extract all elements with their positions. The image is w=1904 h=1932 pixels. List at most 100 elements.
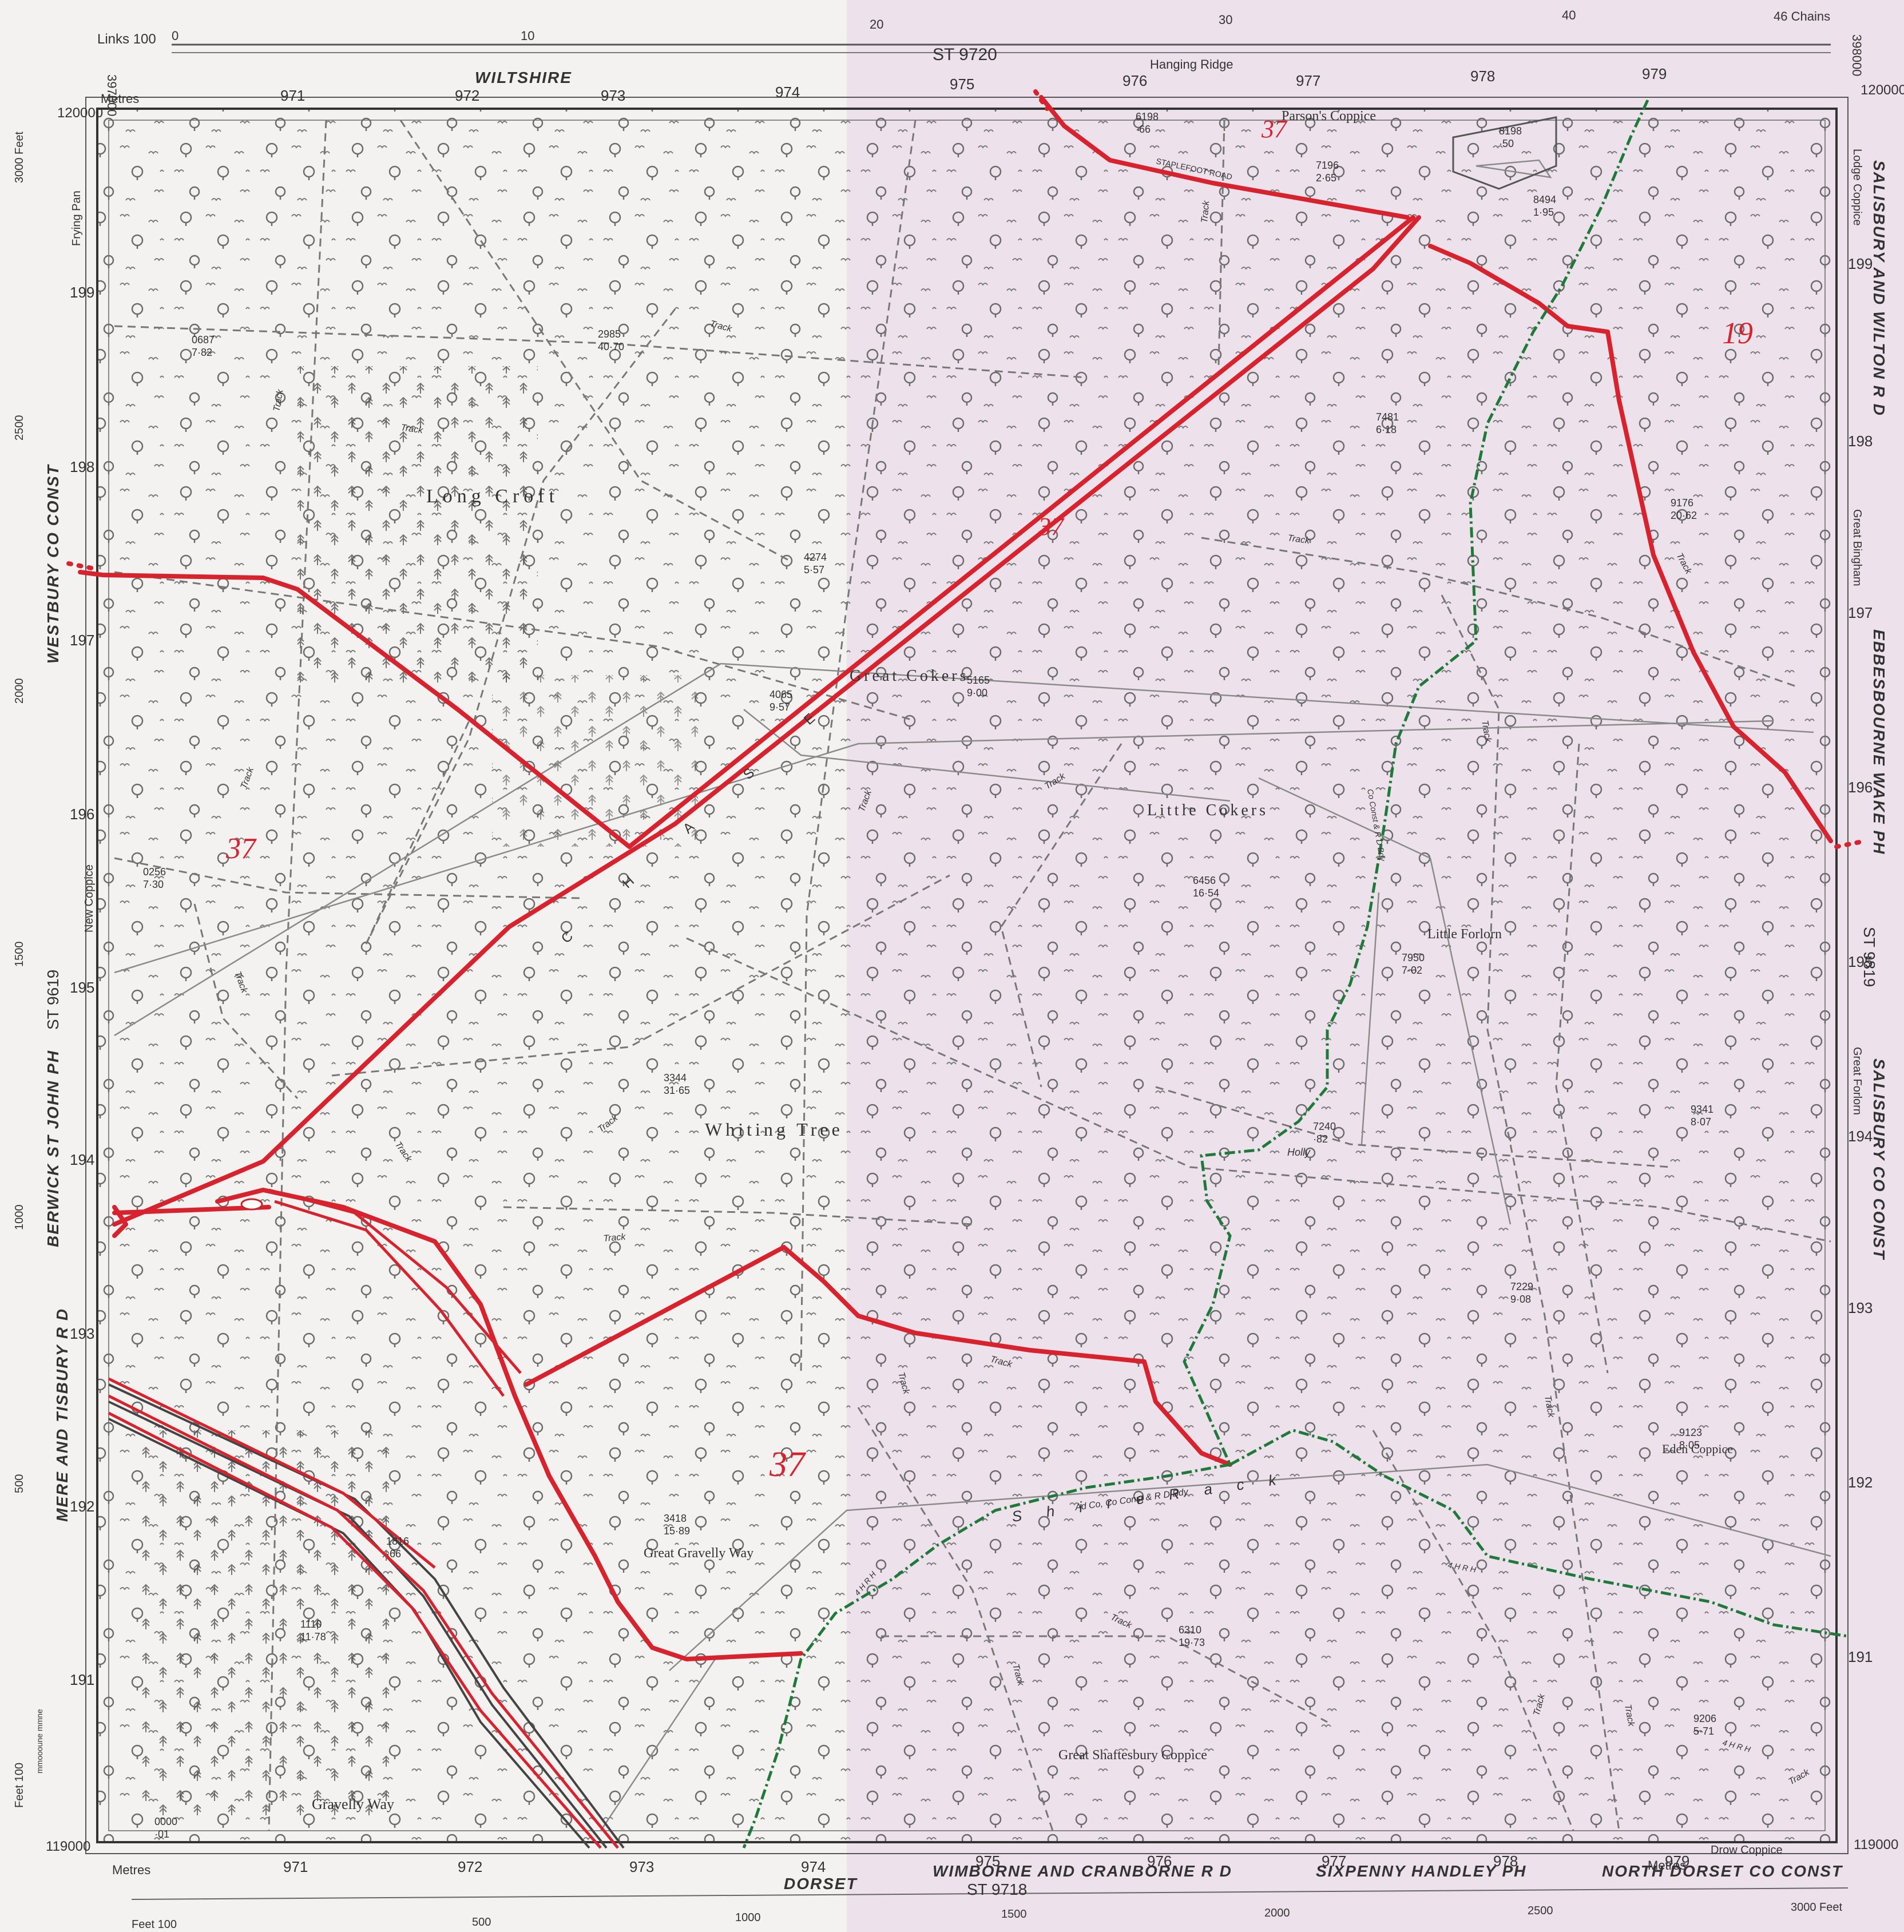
red-boundary-lines: [78, 95, 1833, 1661]
drow-coppice-label: Drow Coppice: [1711, 1844, 1783, 1856]
green-boundary-lines: [742, 99, 1849, 1848]
corner-ne: 120000: [1861, 82, 1904, 98]
northing-197-left: 197: [70, 632, 94, 649]
chain-tick-30: 30: [1219, 13, 1232, 27]
parcel-area: 9·00: [967, 687, 987, 699]
parcel-number: 7229: [1510, 1281, 1533, 1292]
parcel-number: 9176: [1671, 497, 1693, 509]
easting-974-bottom: 974: [801, 1858, 826, 1875]
parcel-area: ·66: [1136, 124, 1151, 135]
salisbury-wilton-label: SALISBURY AND WILTON R D: [1870, 160, 1888, 416]
parcel-number: 3418: [664, 1513, 687, 1524]
feet-bottom-2000: 2000: [1264, 1907, 1290, 1919]
gravelly-way-label: Gravelly Way: [312, 1796, 394, 1812]
parcel-number: 1816: [386, 1536, 409, 1547]
parcel-area: 19·73: [1179, 1637, 1205, 1648]
margin-note-label: mmoooune mmne: [35, 1709, 44, 1774]
parsons-coppice-label: Parson's Coppice: [1282, 109, 1376, 124]
chain-tick-40: 40: [1562, 8, 1576, 22]
parcel-number: 4065: [769, 689, 792, 700]
easting-972-top: 972: [455, 87, 479, 104]
track-label: Track: [1542, 1395, 1556, 1419]
northing-195-left: 195: [70, 979, 94, 996]
parcel-number: 8494: [1533, 194, 1556, 205]
parcel-area: 7·30: [143, 879, 164, 890]
parcel-area: 1·95: [1533, 207, 1554, 218]
parcel-area: 31·65: [664, 1085, 690, 1096]
top-right-coord: 398000: [1850, 34, 1864, 76]
metres-label-bottom: Metres: [112, 1863, 150, 1877]
parcel-number: 7481: [1376, 411, 1399, 423]
tracks-solid: [114, 159, 1831, 1831]
hanging-ridge-label: Hanging Ridge: [1150, 57, 1233, 72]
feet-left-2000: 2000: [13, 679, 26, 704]
parcel-area: 5·71: [1693, 1725, 1714, 1737]
parcel-number: 0256: [143, 866, 166, 878]
parcel-number: 0000: [154, 1816, 177, 1827]
salisbury-co-const-label: SALISBURY CO CONST: [1870, 1058, 1888, 1260]
parcel-area: ·01: [154, 1828, 169, 1840]
northing-194-right: 194: [1848, 1128, 1873, 1145]
handwritten-37-bottom: 37: [769, 1445, 807, 1484]
easting-979-top: 979: [1642, 65, 1667, 82]
feet-left-2500: 2500: [13, 415, 26, 441]
northings-right: 199 198 197 196 195 194 193 192 191: [1848, 255, 1873, 1665]
berwick-st-john-label: BERWICK ST JOHN PH: [44, 1050, 62, 1247]
parcel-area: 6·18: [1376, 424, 1397, 435]
long-croft-label: Long Croft: [426, 486, 559, 507]
parcel-area: 16·54: [1193, 887, 1219, 899]
track-label: Track: [1623, 1704, 1636, 1728]
feet-bottom-1000: 1000: [735, 1911, 761, 1924]
feet-scale-left: 3000 Feet 2500 2000 1500 1000 500 Feet 1…: [13, 131, 26, 1808]
northing-198-right: 198: [1848, 433, 1873, 450]
northing-193-left: 193: [70, 1325, 94, 1342]
parcel-area: 40·70: [598, 341, 624, 352]
track-label: Track: [272, 388, 285, 412]
metres-label-bottom-right: Metres: [1648, 1858, 1686, 1873]
great-forlorn-label: Great Forlorn: [1851, 1047, 1863, 1115]
parcel-number: 4274: [804, 552, 827, 563]
feet-scale-bottom: Feet 100 500 1000 1500 2000 2500 3000 Fe…: [132, 1901, 1843, 1931]
chain-tick-10: 10: [521, 29, 534, 43]
corner-sw: 119000: [46, 1839, 90, 1854]
dorset-label: DORSET: [784, 1875, 858, 1893]
wimborne-cranborne-label: WIMBORNE AND CRANBORNE R D: [933, 1862, 1232, 1880]
easting-975-top: 975: [950, 76, 974, 93]
parcel-number: 3344: [664, 1072, 687, 1084]
northing-192-right: 192: [1848, 1474, 1873, 1491]
red-boundary-lines-thin: [108, 1188, 619, 1849]
corner-se: 119000: [1854, 1837, 1898, 1852]
parcel-area: ·66: [386, 1548, 401, 1560]
parcel-area: 5·57: [804, 564, 824, 576]
easting-975-bottom: 975: [975, 1852, 1000, 1870]
parcel-number: 9341: [1691, 1104, 1713, 1115]
red-dotted-ends: [66, 89, 1867, 849]
northing-194-left: 194: [70, 1151, 94, 1168]
easting-976-top: 976: [1122, 72, 1147, 89]
northings-left: 199 198 197 196 195 194 193 192 191: [70, 284, 94, 1688]
parcel-number: 7196: [1316, 160, 1339, 171]
parcel-number: 2985: [598, 328, 621, 340]
easting-974-top: 974: [775, 84, 800, 101]
parcel-number: 5165: [967, 675, 990, 686]
northing-192-left: 192: [70, 1498, 94, 1515]
ebbesbourne-wake-label: EBBESBOURNE WAKE PH: [1870, 629, 1888, 855]
northing-195-right: 195: [1848, 953, 1873, 970]
handwritten-annotations: 37 19 37 37 37: [225, 115, 1753, 1484]
parcel-area: 9·08: [1510, 1294, 1531, 1305]
scale-links-label: Links 100: [97, 31, 156, 47]
little-cokers-label: Little Cokers: [1147, 802, 1268, 819]
westbury-co-const-label: WESTBURY CO CONST: [44, 463, 62, 664]
holly-label: Holly: [1287, 1146, 1311, 1158]
parcel-area: 11·78: [300, 1631, 326, 1643]
easting-973-top: 973: [601, 87, 625, 104]
parcel-area: 2·65: [1316, 172, 1336, 184]
parcel-area: 7·02: [1402, 965, 1422, 976]
sixpenny-handley-label: SIXPENNY HANDLEY PH: [1316, 1862, 1526, 1880]
feet-left-3000: 3000 Feet: [13, 131, 26, 183]
frying-pan-label: Frying Pan: [70, 191, 83, 246]
feet-left-500: 500: [13, 1474, 26, 1493]
easting-977-bottom: 977: [1322, 1852, 1346, 1870]
easting-973-bottom: 973: [629, 1858, 654, 1875]
